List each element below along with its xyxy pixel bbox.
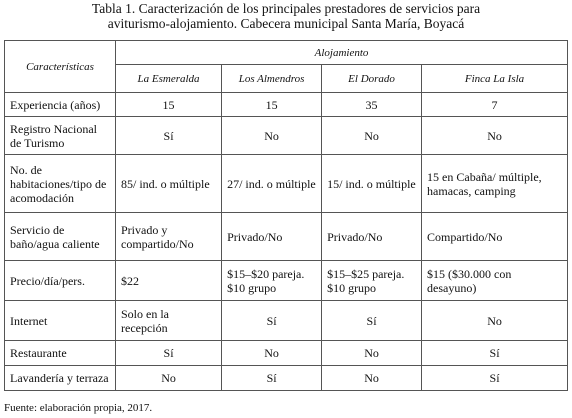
row-label: Internet <box>4 300 116 341</box>
table-body: Experiencia (años) 15 15 35 7 Registro Nacion… <box>4 92 568 391</box>
title-line: aviturismo-alojamiento. Cabecera municip… <box>107 16 465 31</box>
table-cell: 85/ ind. o múltiple <box>114 154 223 213</box>
table-cell: No <box>221 116 323 155</box>
row-label: Precio/día/pers. <box>4 260 116 301</box>
table-cell: No <box>321 116 423 155</box>
table-cell: Compartido/No <box>421 212 568 261</box>
title-line: Tabla 1. Caracterización de los principa… <box>91 1 481 16</box>
table-row: Experiencia (años) 15 15 35 7 <box>4 92 568 117</box>
table-cell: Solo en la recepción <box>114 300 223 341</box>
table-row: Precio/día/pers. $22 $15–$20 pareja. $10 g… <box>4 260 568 301</box>
column-header: El Dorado <box>321 64 423 93</box>
row-label: Lavandería y terraza <box>4 365 116 391</box>
table-cell: Sí <box>421 365 568 391</box>
table-cell: 15 en Cabaña/ múltiple, hamacas, camping <box>421 154 568 213</box>
title: Tabla 1. Caracterización de los principa… <box>0 1 572 31</box>
table-row: Lavandería y terraza No Sí No Sí <box>4 365 568 391</box>
group-header: Alojamiento <box>115 40 568 65</box>
table-cell: No <box>421 300 568 341</box>
table-cell: $22 <box>114 260 223 301</box>
corner-header: Características <box>4 40 116 93</box>
row-label: No. de habitaciones/tipo de acomodación <box>4 154 116 213</box>
table-cell: Privado/No <box>221 212 323 261</box>
table-row: Internet Solo en la recepción Sí Sí No <box>4 300 568 341</box>
column-header: Finca La Isla <box>421 64 568 93</box>
table-cell: Sí <box>221 300 323 341</box>
table-cell: $15–$20 pareja. $10 grupo <box>221 260 323 301</box>
table-row: No. de habitaciones/tipo de acomodación 8… <box>4 154 568 213</box>
table-cell: Sí <box>114 116 223 155</box>
table-cell: 27/ ind. o múltiple <box>221 154 323 213</box>
table-cell: No <box>221 340 323 366</box>
table-cell: 15 <box>221 92 323 117</box>
table-cell: 7 <box>421 92 568 117</box>
table-cell: 15/ ind. o múltiple <box>321 154 423 213</box>
table-row: Restaurante Sí No No Sí <box>4 340 568 366</box>
table-cell: No <box>321 365 423 391</box>
table-cell: $15–$25 pareja. $10 grupo <box>321 260 423 301</box>
row-label: Experiencia (años) <box>4 92 116 117</box>
table-cell: 15 <box>114 92 223 117</box>
table-cell: No <box>421 116 568 155</box>
column-header: La Esmeralda <box>114 64 223 93</box>
table-cell: Privado y compartido/No <box>114 212 223 261</box>
table-cell: Sí <box>114 340 223 366</box>
table-cell: Sí <box>221 365 323 391</box>
row-label: Servicio de baño/agua caliente <box>4 212 116 261</box>
table-cell: Sí <box>421 340 568 366</box>
table-cell: 35 <box>321 92 423 117</box>
footer: Fuente: elaboración propia, 2017. <box>4 402 153 414</box>
table-cell: No <box>114 365 223 391</box>
table-cell: Privado/No <box>321 212 423 261</box>
table-cell: $15 ($30.000 con desayuno) <box>421 260 568 301</box>
column-header: Los Almendros <box>221 64 323 93</box>
table-cell: No <box>321 340 423 366</box>
table: Características Alojamiento La Esmeralda… <box>4 40 568 391</box>
row-label: Registro Nacional de Turismo <box>4 116 116 155</box>
table-row: Servicio de baño/agua caliente Privado y … <box>4 212 568 261</box>
table-cell: Sí <box>321 300 423 341</box>
row-label: Restaurante <box>4 340 116 366</box>
table-row: Registro Nacional de Turismo Sí No No No <box>4 116 568 155</box>
